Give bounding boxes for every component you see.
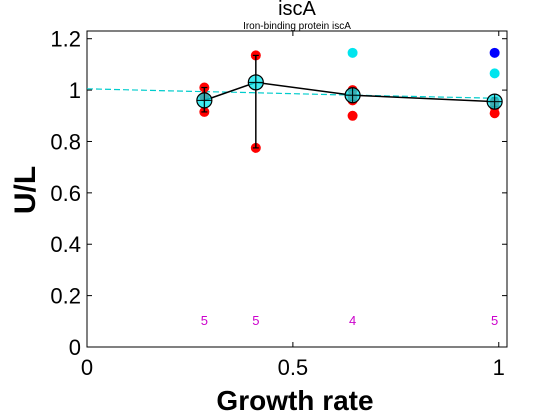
y-tick-label-3: 0.6 [50,181,81,206]
trend-line [86,88,499,99]
count-label-1: 5 [252,313,259,328]
data-point-red-8 [347,110,358,121]
chart-subtitle: Iron-binding protein iscA [243,21,351,32]
count-label-0: 5 [201,313,208,328]
data-point-red-11 [489,108,500,119]
y-tick-label-6: 1.2 [50,27,81,52]
x-tick-label-0: 0 [81,355,93,380]
y-tick-label-1: 0.2 [50,284,81,309]
y-tick-label-0: 0 [69,335,81,360]
data-point-blue-0 [489,47,500,58]
mean-line [204,81,495,103]
data-point-cyan-1 [489,68,500,79]
count-label-3: 5 [491,313,498,328]
x-tick-label-1: 0.5 [278,355,309,380]
data-point-cyan-0 [347,47,358,58]
count-label-2: 4 [349,313,356,328]
plot-area [86,30,508,348]
y-tick-label-2: 0.4 [50,232,81,257]
y-axis-label: U/L [9,166,42,214]
chart-title: iscA [278,0,316,20]
y-tick-label-4: 0.8 [50,129,81,154]
y-tick-label-5: 1 [69,78,81,103]
x-axis-label: Growth rate [216,385,373,416]
x-tick-label-2: 1 [493,355,505,380]
